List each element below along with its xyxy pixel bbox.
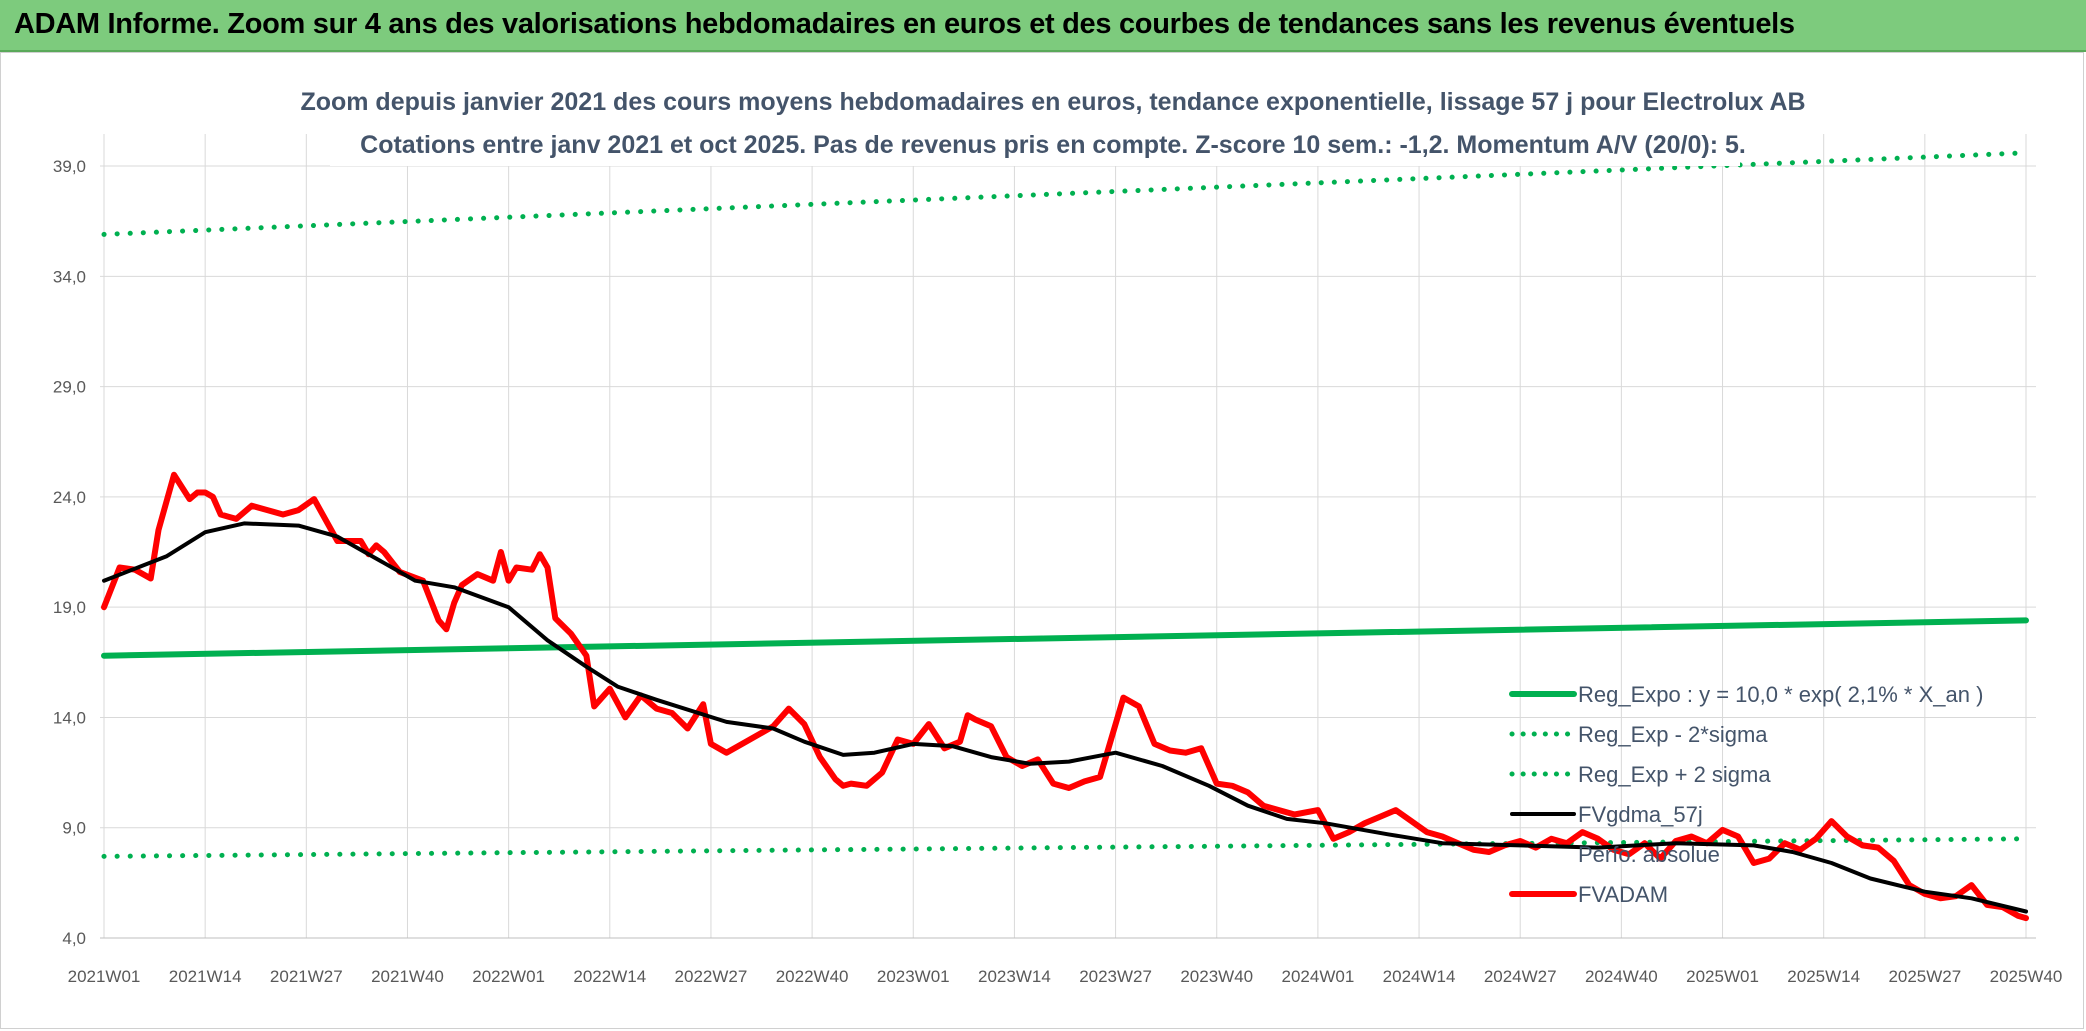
x-tick-label: 2025W14 (1787, 967, 1860, 986)
x-tick-label: 2025W01 (1686, 967, 1759, 986)
x-tick-label: 2022W27 (675, 967, 748, 986)
subtitle-background (330, 120, 1740, 166)
chart-frame (0, 52, 2084, 1029)
x-tick-label: 2024W01 (1282, 967, 1355, 986)
x-tick-label: 2023W40 (1180, 967, 1253, 986)
x-tick-label: 2023W01 (877, 967, 950, 986)
chart-title: Zoom depuis janvier 2021 des cours moyen… (300, 88, 1805, 116)
axis-layer: 4,0 9,0 14,0 19,0 24,0 29,0 34,0 39,0 2021W01 202… (53, 157, 2062, 986)
x-tick-label: 2022W40 (776, 967, 849, 986)
report-banner: ADAM Informe. Zoom sur 4 ans des valoris… (0, 0, 2086, 52)
legend-label: Reg_Expo : y = 10,0 * exp( 2,1% * X_an ) (1578, 682, 1983, 707)
y-tick-label: 19,0 (53, 598, 86, 617)
y-tick-label: 34,0 (53, 267, 86, 286)
legend-label: Reg_Exp + 2 sigma (1578, 762, 1771, 787)
x-tick-label: 2023W27 (1079, 967, 1152, 986)
legend-label: Reg_Exp - 2*sigma (1578, 722, 1768, 747)
x-tick-label: 2024W40 (1585, 967, 1658, 986)
x-tick-label: 2021W40 (371, 967, 444, 986)
x-tick-label: 2021W01 (68, 967, 141, 986)
x-tick-label: 2025W40 (1990, 967, 2063, 986)
y-tick-label: 29,0 (53, 378, 86, 397)
series-line-3 (102, 521, 2028, 914)
series-line-0 (101, 617, 2029, 659)
title-layer: Zoom depuis janvier 2021 des cours moyen… (300, 88, 1806, 166)
y-tick-label: 24,0 (53, 488, 86, 507)
y-tick-label: 9,0 (62, 819, 86, 838)
legend: Reg_Expo : y = 10,0 * exp( 2,1% * X_an )… (1509, 682, 1983, 907)
report-title: ADAM Informe. Zoom sur 4 ans des valoris… (14, 8, 1795, 40)
x-tick-label: 2022W01 (472, 967, 545, 986)
legend-label: Perfo. absolue (1578, 842, 1720, 867)
x-tick-label: 2021W27 (270, 967, 343, 986)
grid-layer (100, 134, 2036, 939)
y-tick-label: 4,0 (62, 929, 86, 948)
chart-subtitle: Cotations entre janv 2021 et oct 2025. P… (360, 131, 1746, 159)
y-tick-label: 14,0 (53, 708, 86, 727)
y-tick-label: 39,0 (53, 157, 86, 176)
x-tick-label: 2021W14 (169, 967, 242, 986)
series-line-5 (101, 471, 2029, 922)
x-tick-label: 2023W14 (978, 967, 1051, 986)
x-tick-label: 2025W27 (1888, 967, 1961, 986)
legend-label: FVADAM (1578, 882, 1668, 907)
legend-label: FVgdma_57j (1578, 802, 1703, 827)
x-tick-label: 2022W14 (573, 967, 646, 986)
x-tick-label: 2024W14 (1383, 967, 1456, 986)
series-layer (101, 150, 2029, 922)
x-tick-label: 2024W27 (1484, 967, 1557, 986)
